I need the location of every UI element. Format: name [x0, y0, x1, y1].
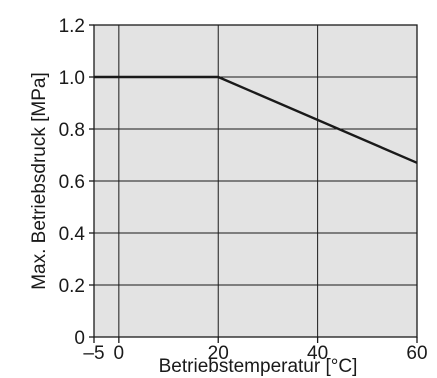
x-tick-label: 20	[208, 343, 229, 364]
x-axis-label: Betriebstemperatur [°C]	[159, 356, 358, 377]
series-line	[94, 75, 418, 164]
y-tick-label: 1.0	[59, 68, 85, 89]
x-tick-label: 60	[406, 343, 427, 364]
y-tick-label: 0.4	[59, 224, 86, 245]
x-tick-label: 40	[307, 343, 328, 364]
x-tick-label: 0	[114, 343, 125, 364]
y-tick-label: 0	[74, 328, 85, 349]
y-tick-label: 1.2	[59, 16, 85, 37]
y-axis-label: Max. Betriebsdruck [MPa]	[29, 72, 50, 290]
y-tick-label: 0.8	[59, 120, 85, 141]
x-tick-label: –5	[83, 343, 104, 364]
y-tick-label: 0.6	[59, 172, 85, 193]
y-tick-label: 0.2	[59, 276, 85, 297]
